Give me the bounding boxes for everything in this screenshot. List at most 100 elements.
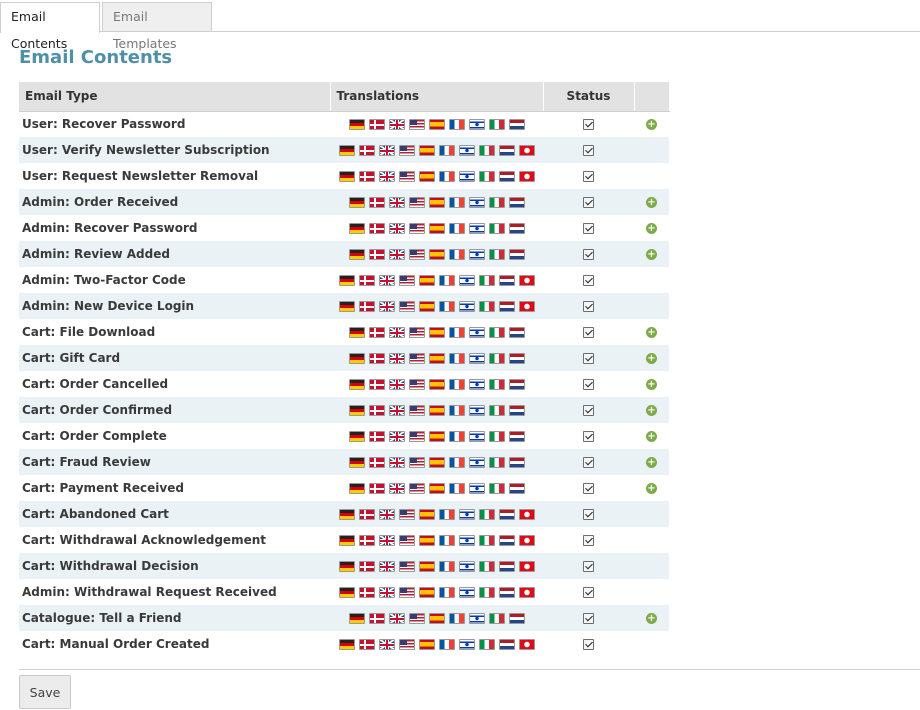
dk-flag-icon[interactable] xyxy=(368,404,385,416)
add-icon[interactable]: + xyxy=(646,613,657,624)
es-flag-icon[interactable] xyxy=(428,118,445,130)
status-checkbox[interactable] xyxy=(583,535,594,546)
nl-flag-icon[interactable] xyxy=(508,482,525,494)
email-type-link[interactable]: Cart: Manual Order Created xyxy=(22,637,210,651)
it-flag-icon[interactable] xyxy=(488,222,505,234)
fr-flag-icon[interactable] xyxy=(448,612,465,624)
il-flag-icon[interactable] xyxy=(458,508,475,520)
gb-flag-icon[interactable] xyxy=(388,248,405,260)
nl-flag-icon[interactable] xyxy=(508,378,525,390)
email-type-link[interactable]: User: Verify Newsletter Subscription xyxy=(22,143,270,157)
de-flag-icon[interactable] xyxy=(348,352,365,364)
nl-flag-icon[interactable] xyxy=(498,586,515,598)
il-flag-icon[interactable] xyxy=(458,534,475,546)
il-flag-icon[interactable] xyxy=(468,118,485,130)
nl-flag-icon[interactable] xyxy=(508,248,525,260)
email-type-link[interactable]: Catalogue: Tell a Friend xyxy=(22,611,182,625)
email-type-link[interactable]: Cart: Payment Received xyxy=(22,481,184,495)
nl-flag-icon[interactable] xyxy=(498,144,515,156)
de-flag-icon[interactable] xyxy=(338,586,355,598)
es-flag-icon[interactable] xyxy=(418,560,435,572)
status-checkbox[interactable] xyxy=(583,301,594,312)
nl-flag-icon[interactable] xyxy=(508,118,525,130)
de-flag-icon[interactable] xyxy=(348,612,365,624)
us-flag-icon[interactable] xyxy=(408,352,425,364)
nl-flag-icon[interactable] xyxy=(508,612,525,624)
il-flag-icon[interactable] xyxy=(458,170,475,182)
gb-flag-icon[interactable] xyxy=(388,456,405,468)
nl-flag-icon[interactable] xyxy=(508,456,525,468)
it-flag-icon[interactable] xyxy=(478,586,495,598)
add-icon[interactable]: + xyxy=(646,119,657,131)
email-type-link[interactable]: Admin: Review Added xyxy=(22,247,170,261)
es-flag-icon[interactable] xyxy=(428,430,445,442)
es-flag-icon[interactable] xyxy=(428,222,445,234)
status-checkbox[interactable] xyxy=(583,483,594,494)
us-flag-icon[interactable] xyxy=(408,378,425,390)
email-type-link[interactable]: Admin: Order Received xyxy=(22,195,179,209)
es-flag-icon[interactable] xyxy=(418,170,435,182)
dk-flag-icon[interactable] xyxy=(368,196,385,208)
de-flag-icon[interactable] xyxy=(348,404,365,416)
gb-flag-icon[interactable] xyxy=(388,430,405,442)
it-flag-icon[interactable] xyxy=(478,300,495,312)
es-flag-icon[interactable] xyxy=(428,326,445,338)
email-type-link[interactable]: Cart: Abandoned Cart xyxy=(22,507,169,521)
dk-flag-icon[interactable] xyxy=(358,560,375,572)
gb-flag-icon[interactable] xyxy=(378,560,395,572)
gb-flag-icon[interactable] xyxy=(378,534,395,546)
add-icon[interactable]: + xyxy=(646,405,657,416)
il-flag-icon[interactable] xyxy=(468,456,485,468)
es-flag-icon[interactable] xyxy=(418,144,435,156)
it-flag-icon[interactable] xyxy=(488,404,505,416)
tr-flag-icon[interactable] xyxy=(518,534,535,546)
nl-flag-icon[interactable] xyxy=(498,534,515,546)
nl-flag-icon[interactable] xyxy=(498,170,515,182)
us-flag-icon[interactable] xyxy=(398,144,415,156)
es-flag-icon[interactable] xyxy=(428,352,445,364)
us-flag-icon[interactable] xyxy=(408,430,425,442)
fr-flag-icon[interactable] xyxy=(448,352,465,364)
de-flag-icon[interactable] xyxy=(338,534,355,546)
status-checkbox[interactable] xyxy=(583,327,594,338)
it-flag-icon[interactable] xyxy=(488,196,505,208)
il-flag-icon[interactable] xyxy=(458,144,475,156)
il-flag-icon[interactable] xyxy=(458,586,475,598)
nl-flag-icon[interactable] xyxy=(498,300,515,312)
tr-flag-icon[interactable] xyxy=(518,586,535,598)
nl-flag-icon[interactable] xyxy=(508,222,525,234)
es-flag-icon[interactable] xyxy=(428,378,445,390)
fr-flag-icon[interactable] xyxy=(448,196,465,208)
add-icon[interactable]: + xyxy=(646,379,657,390)
gb-flag-icon[interactable] xyxy=(378,274,395,286)
it-flag-icon[interactable] xyxy=(478,144,495,156)
gb-flag-icon[interactable] xyxy=(388,404,405,416)
nl-flag-icon[interactable] xyxy=(508,352,525,364)
dk-flag-icon[interactable] xyxy=(358,508,375,520)
dk-flag-icon[interactable] xyxy=(368,456,385,468)
dk-flag-icon[interactable] xyxy=(358,170,375,182)
status-checkbox[interactable] xyxy=(583,145,594,156)
tab-email-contents[interactable]: Email Contents xyxy=(0,2,100,51)
fr-flag-icon[interactable] xyxy=(448,482,465,494)
fr-flag-icon[interactable] xyxy=(448,118,465,130)
es-flag-icon[interactable] xyxy=(418,508,435,520)
gb-flag-icon[interactable] xyxy=(378,638,395,650)
gb-flag-icon[interactable] xyxy=(378,300,395,312)
nl-flag-icon[interactable] xyxy=(498,274,515,286)
tr-flag-icon[interactable] xyxy=(518,638,535,650)
il-flag-icon[interactable] xyxy=(468,430,485,442)
de-flag-icon[interactable] xyxy=(338,274,355,286)
tr-flag-icon[interactable] xyxy=(518,170,535,182)
it-flag-icon[interactable] xyxy=(488,352,505,364)
status-checkbox[interactable] xyxy=(583,457,594,468)
us-flag-icon[interactable] xyxy=(398,274,415,286)
es-flag-icon[interactable] xyxy=(428,456,445,468)
email-type-link[interactable]: Cart: Order Cancelled xyxy=(22,377,169,391)
gb-flag-icon[interactable] xyxy=(388,378,405,390)
status-checkbox[interactable] xyxy=(583,431,594,442)
email-type-link[interactable]: User: Recover Password xyxy=(22,117,186,132)
it-flag-icon[interactable] xyxy=(488,326,505,338)
email-type-link[interactable]: Cart: Gift Card xyxy=(22,351,121,365)
es-flag-icon[interactable] xyxy=(428,196,445,208)
